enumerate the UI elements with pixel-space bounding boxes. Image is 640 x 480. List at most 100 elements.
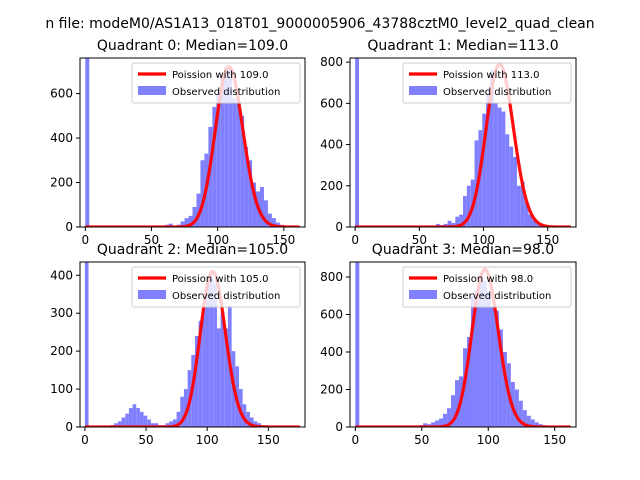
histogram-bar [530,419,535,427]
y-tick-label: 400 [320,345,343,359]
histogram-bar [275,222,280,227]
legend-hist-swatch [409,290,437,299]
x-tick-label: 0 [81,433,89,447]
y-tick-label: 800 [320,55,343,69]
histogram-bar [494,310,499,427]
histogram-bar [216,93,221,227]
panel-title: Quadrant 1: Median=113.0 [367,38,558,54]
histogram-bar [228,69,233,227]
histogram-bar [260,186,264,227]
histogram-bar [184,218,189,227]
histogram-bar [224,328,228,427]
histogram-bar [486,93,490,227]
histogram-bar [208,126,213,227]
histogram-bar [121,417,126,427]
histogram-bar [466,185,471,227]
histogram-bar [466,337,471,427]
legend-box [131,266,301,308]
histogram-bar [267,213,272,227]
histogram-bar [271,218,276,227]
histogram-bar [224,66,229,227]
y-tick-label: 300 [50,306,73,320]
histogram-bar [183,389,188,427]
histogram-bar [168,223,173,227]
panels: 0 50 100 150 0 200 400 600 Quadrant 0: Median=10… [50,38,577,447]
histogram-bar [188,215,193,227]
histogram-bar [114,423,118,427]
legend-box [131,62,301,104]
panel-2: 0 50 100 150 0 100 200 300 400 Quadrant 2: Median… [50,242,306,447]
panel-0: 0 50 100 150 0 200 400 600 Quadrant 0: Median=10… [50,38,306,247]
histogram-bar [232,98,237,227]
histogram-bar [447,408,452,427]
legend-hist-label: Observed distribution [172,291,280,302]
y-tick-label: 600 [320,308,343,322]
histogram-bar [474,290,479,427]
histogram-bar [463,196,467,227]
axes-frame [79,57,306,228]
histogram-bar [518,400,523,427]
x-tick-label: 150 [536,233,559,247]
legend-hist-swatch [409,86,437,95]
histogram-bar [136,408,140,427]
panel-title: Quadrant 3: Median=98.0 [372,242,554,258]
axes-frame [349,261,577,428]
y-tick-label: 100 [50,382,73,396]
histogram-bar [505,134,510,227]
histogram-bar [455,380,460,427]
histogram-bar [220,313,225,427]
poisson-layer [85,65,300,227]
panel-title: Quadrant 2: Median=105.0 [97,242,288,258]
histogram-bar [85,58,90,227]
histogram-bar [486,292,491,427]
y-tick-label: 200 [50,176,73,190]
histogram-bar [536,222,541,227]
histogram-bar [220,75,225,227]
histogram-bar [489,70,494,227]
legend: Poission with 105.0 Observed distribution [131,266,301,308]
histogram-bar [355,262,360,427]
histogram-bar [431,422,436,427]
histogram-bar [212,106,217,227]
histogram-bar [524,202,529,227]
panel-title: Quadrant 0: Median=109.0 [97,38,288,54]
histogram-bar [180,396,184,427]
histogram-bar [213,282,217,427]
histogram-bar [447,220,452,227]
histogram-bar [532,218,537,227]
poisson-layer [354,62,572,227]
axes-frame [349,57,577,228]
y-tick-label: 0 [65,420,73,434]
histogram-bar [147,419,151,427]
legend: Poission with 113.0 Observed distribution [402,62,572,104]
x-tick-label: 150 [257,433,280,447]
histogram-bar [196,193,201,227]
histogram-bar [263,200,268,227]
y-tick-label: 600 [320,96,343,110]
histogram-bar [522,410,527,427]
histogram-bar [128,408,133,427]
x-tick-label: 150 [272,233,295,247]
histogram-bar [482,280,487,427]
histogram-bar [497,107,502,227]
legend: Poission with 98.0 Observed distribution [402,266,572,308]
x-tick-label: 50 [144,233,159,247]
y-tick-label: 200 [320,383,343,397]
x-tick-label: 0 [351,433,359,447]
x-tick-label: 0 [351,233,359,247]
histogram-bar [216,328,221,427]
panel-1: 0 50 100 150 0 200 400 600 800 Quadrant 1: Median… [320,38,577,247]
x-tick-label: 100 [206,233,229,247]
histogram-bar [248,160,253,227]
histogram-bar [478,273,483,427]
legend-hist-label: Observed distribution [172,87,280,98]
histogram-bar [244,146,249,227]
histogram-bar [490,307,495,427]
histogram-bar [139,411,144,427]
histogram-bar [198,320,203,427]
histogram-bar [154,423,159,427]
x-tick-label: 0 [81,233,89,247]
histogram-bar [202,305,206,427]
histogram-bar [143,415,148,427]
